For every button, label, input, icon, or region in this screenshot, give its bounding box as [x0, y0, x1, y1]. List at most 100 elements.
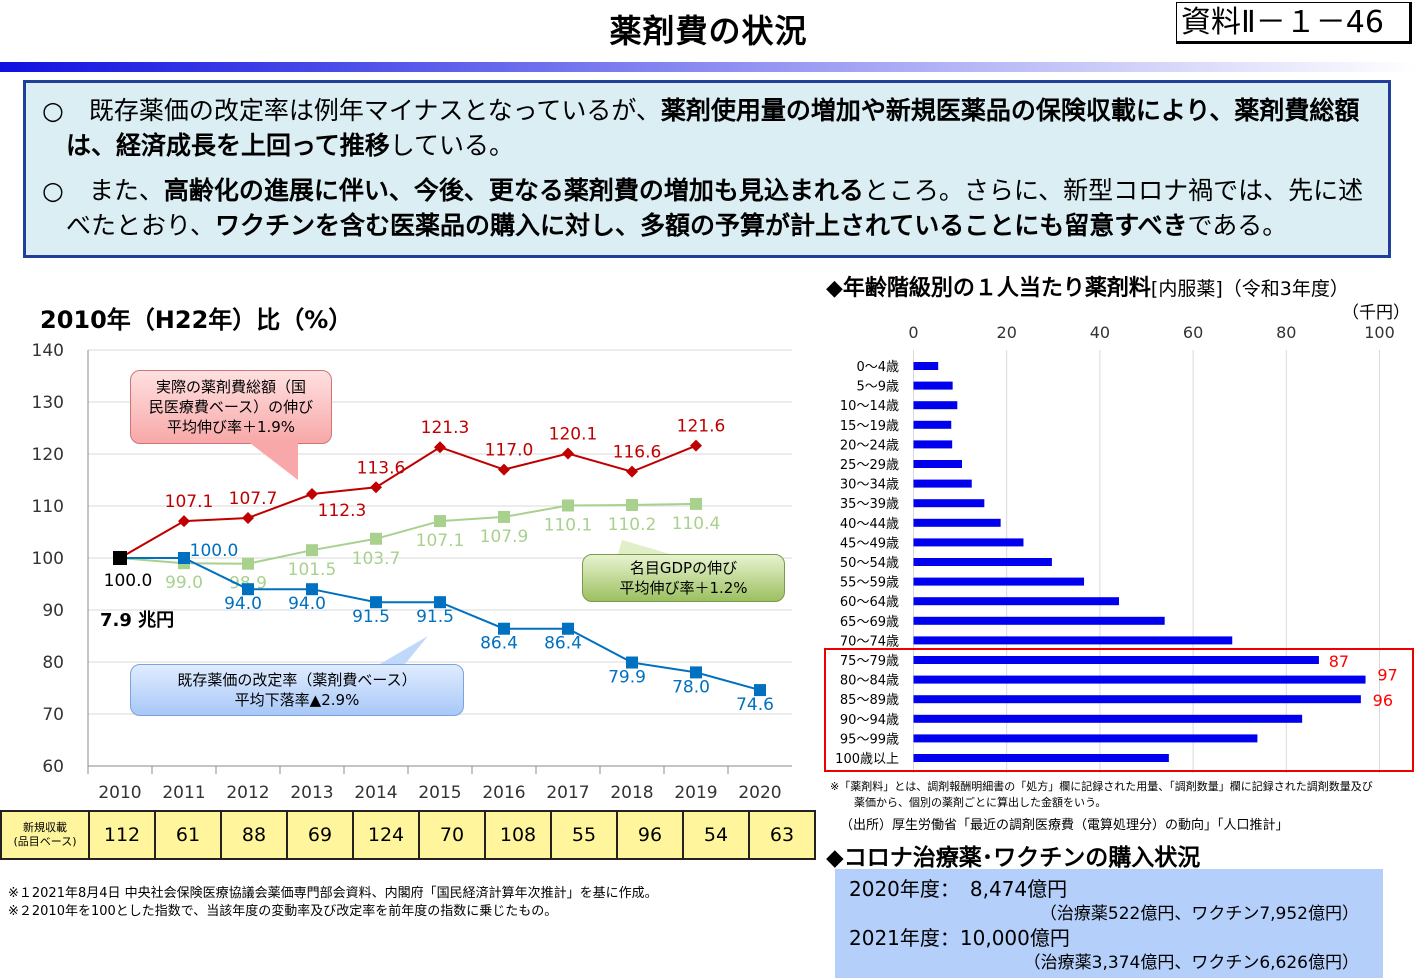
- bar: [913, 656, 1319, 664]
- fy2020-total: 2020年度： 8,474億円: [849, 877, 1068, 901]
- category-label: 55～59歳: [840, 576, 899, 591]
- category-label: 100歳以上: [835, 752, 899, 767]
- data-point: [562, 622, 574, 635]
- callout-gdp-growth: 名目GDPの伸び 平均伸び率＋1.2%: [582, 554, 785, 602]
- category-label: 50～54歳: [840, 556, 899, 571]
- bar: [913, 538, 1024, 547]
- footnote-1: ※１2021年8月4日 中央社会保険医療協議会薬価専門部会資料、内閣府「国民経済…: [8, 886, 658, 901]
- category-label: 0～4歳: [856, 360, 899, 375]
- table-cell: 69: [286, 810, 354, 860]
- text: ところ。さらに、新型コロナ禍では、先に述べたとおり、: [66, 176, 1364, 240]
- category-label: 85～89歳: [840, 693, 899, 708]
- table-cell: 108: [484, 810, 552, 860]
- data-label: 113.6: [357, 458, 406, 478]
- x-tick-label: 20: [997, 323, 1017, 342]
- category-label: 25～29歳: [840, 458, 899, 473]
- bar: [913, 401, 958, 410]
- text: である。: [1187, 211, 1288, 240]
- x-tick-label: 2010: [98, 783, 141, 803]
- data-point: [562, 447, 574, 460]
- y-tick-label: 70: [42, 705, 64, 725]
- x-tick-label: 60: [1183, 323, 1203, 342]
- category-label: 45～49歳: [840, 536, 899, 551]
- data-label: 91.5: [416, 607, 454, 627]
- data-label: 101.5: [288, 560, 337, 580]
- category-label: 10～14歳: [840, 399, 899, 414]
- y-tick-label: 120: [32, 445, 64, 465]
- bar: [913, 558, 1052, 566]
- bar: [913, 479, 972, 488]
- category-label: 90～94歳: [840, 713, 899, 728]
- y-tick-label: 100: [32, 549, 64, 569]
- data-label: 110.2: [608, 515, 657, 535]
- data-point: [498, 622, 510, 635]
- callout-line: 名目GDPの伸び: [629, 559, 738, 577]
- data-point: [370, 596, 382, 609]
- data-label: 112.3: [318, 501, 367, 521]
- fy2021-breakdown: （治療薬3,374億円、ワクチン6,626億円）: [1023, 953, 1359, 973]
- summary-bullet: ○ また、高齢化の進展に伴い、今後、更なる薬剤費の増加も見込まれるところ。さらに…: [42, 173, 1374, 243]
- table-cell: 61: [154, 810, 222, 860]
- document-number: 資料Ⅱ－１－46: [1176, 2, 1412, 44]
- corona-section-title: ◆コロナ治療薬･ワクチンの購入状況: [826, 845, 1201, 871]
- bar-chart-source: （出所）厚生労働省「最近の調剤医療費（電算処理分）の動向」「人口推計」: [840, 818, 1289, 833]
- data-label: 86.4: [544, 634, 582, 654]
- table-cell: 88: [220, 810, 288, 860]
- callout-line: 既存薬価の改定率（薬剤費ベース）: [177, 671, 417, 689]
- data-label: 86.4: [480, 634, 518, 654]
- callout-price-revision: 既存薬価の改定率（薬剤費ベース） 平均下落率▲2.9%: [130, 664, 464, 716]
- table-cell: 124: [352, 810, 420, 860]
- category-label: 80～84歳: [840, 674, 899, 689]
- callout-line: 平均下落率▲2.9%: [234, 691, 360, 709]
- x-tick-label: 2011: [162, 783, 205, 803]
- data-label: 107.7: [229, 489, 278, 509]
- bar: [913, 675, 1366, 684]
- footnote-2: ※２2010年を100とした指数で、当該年度の変動率及び改定率を前年度の指数に乗…: [8, 904, 558, 919]
- bar: [913, 577, 1085, 586]
- base-data-label: 100.0: [104, 571, 153, 591]
- bar: [913, 381, 953, 390]
- data-point: [370, 481, 382, 494]
- y-tick-label: 130: [32, 393, 64, 413]
- data-label: 100.0: [190, 541, 239, 561]
- category-label: 70～74歳: [840, 634, 899, 649]
- callout-line: 民医療費ベース）の伸び: [148, 398, 314, 416]
- bar: [913, 597, 1120, 606]
- callout-drug-cost-growth: 実際の薬剤費総額（国 民医療費ベース）の伸び 平均伸び率＋1.9%: [130, 370, 332, 444]
- x-tick-label: 100: [1364, 323, 1395, 342]
- data-point: [754, 684, 766, 697]
- table-cell: 70: [418, 810, 486, 860]
- data-point: [242, 583, 254, 596]
- table-cell: 55: [550, 810, 618, 860]
- bar: [913, 616, 1165, 625]
- x-tick-label: 2019: [674, 783, 717, 803]
- bar: [913, 734, 1258, 743]
- category-label: 40～44歳: [840, 517, 899, 532]
- header-gradient-bar: [0, 62, 1417, 72]
- y-tick-label: 90: [42, 601, 64, 621]
- bar-data-label: 97: [1377, 666, 1397, 685]
- data-point: [434, 441, 446, 454]
- table-row: 新規収載 (品目ベース) 112 61 88 69 124 70 108 55 96 54 63: [0, 810, 816, 860]
- data-point: [370, 532, 382, 545]
- callout-line: 平均伸び率＋1.2%: [619, 579, 748, 597]
- data-label: 99.0: [165, 573, 203, 593]
- bar-chart-title: ◆年齢階級別の１人当たり薬剤料[内服薬]（令和3年度）: [826, 270, 1349, 302]
- data-label: 110.4: [672, 514, 721, 534]
- new-listings-table: 新規収載 (品目ベース) 112 61 88 69 124 70 108 55 96 54 63: [0, 810, 816, 860]
- category-label: 5～9歳: [856, 380, 899, 395]
- data-point: [434, 596, 446, 609]
- bar-chart: 0 20 40 60 80 100 0～4歳 5～9歳 10～14歳 15～19歳 20～24歳 25…: [835, 323, 1398, 773]
- table-cell: 96: [616, 810, 684, 860]
- x-tick-label: 2013: [290, 783, 333, 803]
- bar-chart-unit: （千円）: [1342, 303, 1410, 323]
- text: ○ また、: [42, 176, 164, 205]
- data-point: [242, 511, 254, 524]
- header-line: 新規収載: [23, 821, 67, 834]
- bar: [913, 714, 1303, 723]
- x-tick-label: 2016: [482, 783, 525, 803]
- base-data-point: [113, 551, 127, 565]
- data-label: 120.1: [549, 424, 598, 444]
- base-amount-label: 7.9 兆円: [100, 610, 175, 631]
- category-label: 75～79歳: [840, 654, 899, 669]
